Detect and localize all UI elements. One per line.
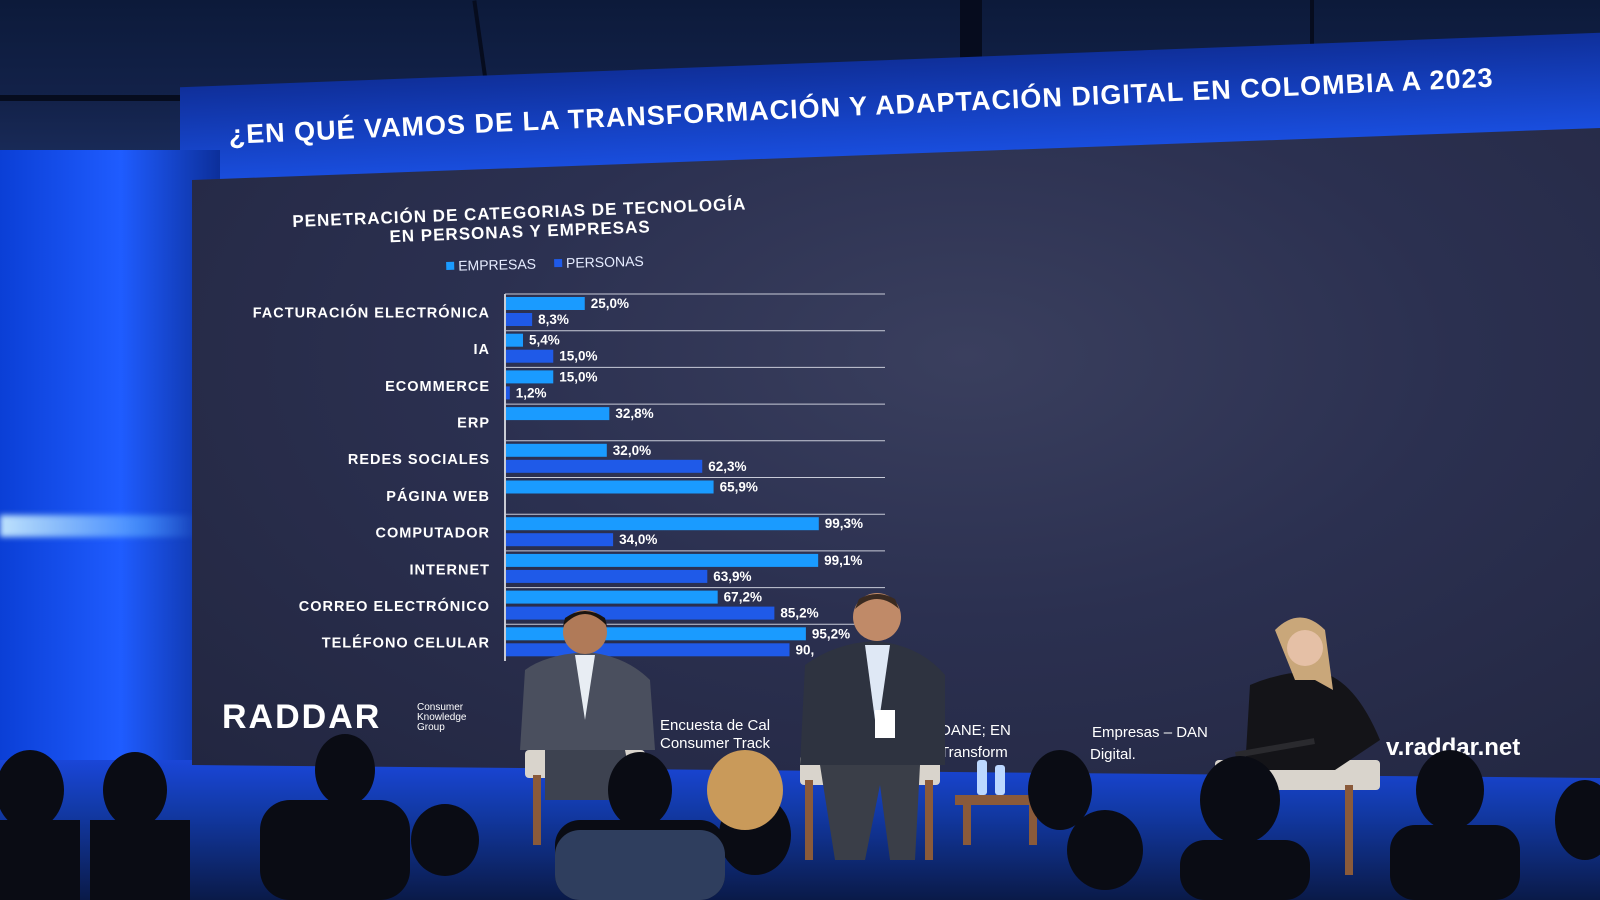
category-label: TELÉFONO CELULAR <box>322 635 490 652</box>
bar-empresas <box>506 333 524 347</box>
data-label: 25,0% <box>591 296 629 311</box>
category-label: PÁGINA WEB <box>386 488 490 505</box>
data-label: 62,3% <box>708 459 746 474</box>
data-label: 90, <box>796 642 815 657</box>
legend-item-empresas: EMPRESAS <box>446 256 536 274</box>
ceiling-truss <box>1310 0 1314 80</box>
category-label: CORREO ELECTRÓNICO <box>299 597 490 615</box>
audience-silhouettes <box>0 734 1600 900</box>
data-label: 1,2% <box>516 385 547 400</box>
legend-label-personas: PERSONAS <box>565 252 644 271</box>
legend-swatch-empresas <box>446 261 455 270</box>
category-label: INTERNET <box>410 562 491 578</box>
bar-personas <box>506 569 708 583</box>
bar-empresas <box>506 590 718 604</box>
category-label: ERP <box>457 415 490 431</box>
source-text: Empresas – DAN <box>1092 724 1208 741</box>
data-label: 32,0% <box>613 443 651 458</box>
panelist-center <box>800 593 945 860</box>
data-label: 63,9% <box>713 569 751 584</box>
side-table <box>955 760 1045 845</box>
logo-tagline-1: Consumer <box>417 702 464 713</box>
bar-personas <box>506 349 554 363</box>
data-label: 34,0% <box>619 532 657 547</box>
data-label: 99,1% <box>824 553 862 568</box>
data-label: 67,2% <box>724 590 762 605</box>
bar-personas <box>506 459 703 473</box>
category-label: FACTURACIÓN ELECTRÓNICA <box>253 303 490 321</box>
logo-tagline-3: Group <box>417 722 445 733</box>
raddar-logo: RADDAR <box>222 698 382 736</box>
logo-tagline: Consumer Knowledge Group <box>417 703 466 733</box>
stage-side-glow <box>0 150 220 770</box>
data-label: 65,9% <box>720 480 758 495</box>
bar-empresas <box>506 297 585 310</box>
category-label: ECOMMERCE <box>385 379 490 395</box>
source-text: Transform <box>940 744 1008 761</box>
bar-personas <box>506 533 614 547</box>
bar-personas <box>506 313 533 326</box>
category-label: COMPUTADOR <box>376 526 490 542</box>
source-text: Consumer Track <box>660 735 771 752</box>
category-label: REDES SOCIALES <box>348 452 490 468</box>
data-label: 32,8% <box>615 406 653 421</box>
bar-empresas <box>506 480 714 494</box>
data-label: 95,2% <box>812 626 850 641</box>
legend-swatch-personas <box>553 258 563 268</box>
legend-label-empresas: EMPRESAS <box>457 255 537 274</box>
bar-personas <box>506 386 510 400</box>
bar-empresas <box>506 553 819 567</box>
bar-empresas <box>506 517 819 531</box>
data-label: 15,0% <box>559 369 597 384</box>
source-text: DANE; EN <box>940 722 1011 739</box>
data-label: 85,2% <box>780 606 818 621</box>
data-label: 5,4% <box>529 333 560 348</box>
source-text: Digital. <box>1090 746 1136 763</box>
data-label: 99,3% <box>825 516 863 531</box>
bar-empresas <box>506 407 610 421</box>
bar-empresas <box>506 370 554 384</box>
legend-item-personas: PERSONAS <box>553 252 644 271</box>
data-label: 15,0% <box>559 349 597 364</box>
logo-tagline-2: Knowledge <box>417 712 467 723</box>
data-label: 8,3% <box>538 312 569 327</box>
bar-empresas <box>506 443 607 457</box>
light-streak <box>0 515 200 537</box>
category-label: IA <box>474 342 491 358</box>
source-text: Encuesta de Cal <box>660 717 771 734</box>
